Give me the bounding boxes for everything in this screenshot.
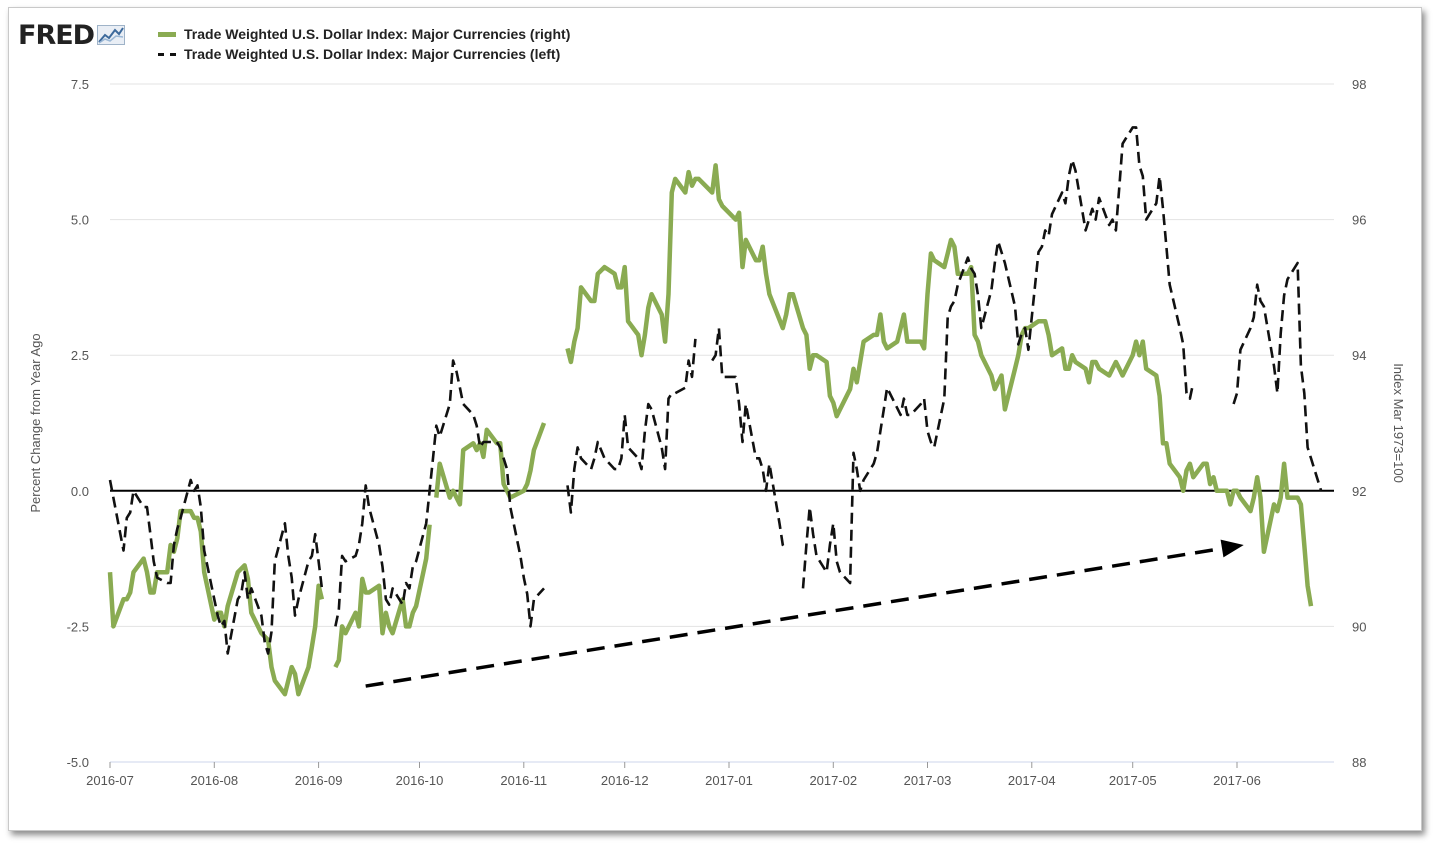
series-line-left <box>334 359 545 628</box>
left-tick-label: 0.0 <box>71 484 89 499</box>
left-tick-label: 7.5 <box>71 77 89 92</box>
legend-label-right: Trade Weighted U.S. Dollar Index: Major … <box>184 26 571 42</box>
x-tick-label: 2017-02 <box>809 773 857 788</box>
x-tick-label: 2016-12 <box>601 773 649 788</box>
chart-frame <box>8 7 1422 831</box>
right-tick-label: 90 <box>1352 619 1366 634</box>
series-line-left <box>108 478 324 655</box>
left-tick-label: -2.5 <box>67 619 89 634</box>
x-tick-label: 2016-07 <box>86 773 134 788</box>
x-tick-label: 2017-04 <box>1008 773 1056 788</box>
x-tick-label: 2017-03 <box>904 773 952 788</box>
series-line-right <box>565 163 1314 607</box>
series-line-right <box>107 508 325 697</box>
trend-arrow-line <box>365 546 1223 688</box>
trend-arrow-head <box>1220 539 1244 558</box>
left-tick-label: -5.0 <box>67 755 89 770</box>
fred-logo: FRED <box>18 20 126 51</box>
chart-legend: Trade Weighted U.S. Dollar Index: Major … <box>158 24 570 64</box>
series-line-left <box>711 326 788 552</box>
left-tick-label: 2.5 <box>71 348 89 363</box>
legend-swatch-dashed <box>158 52 176 56</box>
x-tick-label: 2017-06 <box>1213 773 1261 788</box>
legend-swatch-green <box>158 31 176 37</box>
logo-text: FRED <box>18 20 95 51</box>
right-tick-label: 98 <box>1352 77 1366 92</box>
x-tick-label: 2016-11 <box>500 773 547 788</box>
right-tick-label: 96 <box>1352 213 1366 228</box>
x-tick-label: 2016-08 <box>190 773 238 788</box>
series-line-left <box>566 338 697 514</box>
right-tick-label: 92 <box>1352 484 1366 499</box>
right-axis-title: Index Mar 1973=100 <box>1391 363 1406 483</box>
x-tick-label: 2016-09 <box>295 773 343 788</box>
legend-item-right[interactable]: Trade Weighted U.S. Dollar Index: Major … <box>158 24 570 44</box>
series-line-left <box>1232 261 1323 492</box>
series-line-left <box>801 126 1195 589</box>
right-tick-label: 88 <box>1352 755 1366 770</box>
right-tick-label: 94 <box>1352 348 1366 363</box>
x-tick-label: 2016-10 <box>396 773 444 788</box>
legend-item-left[interactable]: Trade Weighted U.S. Dollar Index: Major … <box>158 44 570 64</box>
legend-label-left: Trade Weighted U.S. Dollar Index: Major … <box>184 46 561 62</box>
x-tick-label: 2017-05 <box>1109 773 1157 788</box>
left-tick-label: 5.0 <box>71 213 89 228</box>
x-tick-label: 2017-01 <box>705 773 753 788</box>
chart-line-icon <box>97 25 126 45</box>
series-line-right <box>333 524 432 669</box>
left-axis-title: Percent Change from Year Ago <box>28 333 43 512</box>
series-line-right <box>434 422 547 507</box>
